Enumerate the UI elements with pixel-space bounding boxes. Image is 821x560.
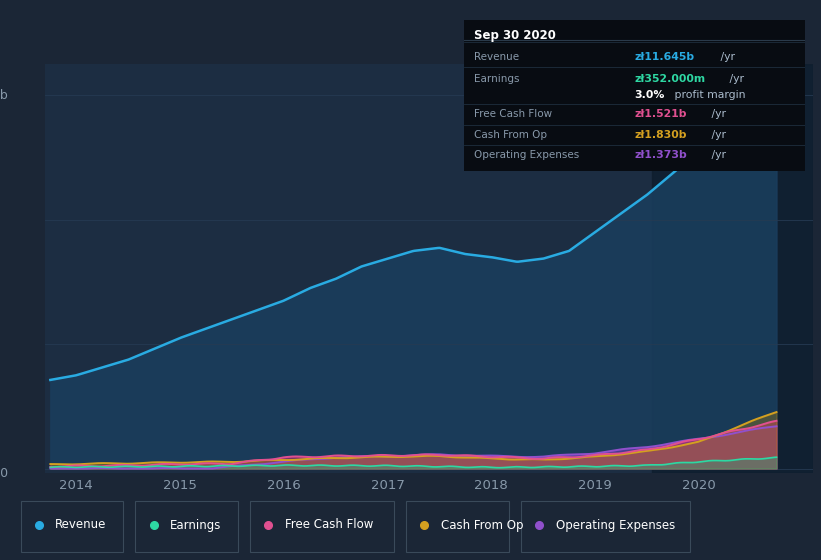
Text: Operating Expenses: Operating Expenses	[474, 150, 580, 160]
Text: /yr: /yr	[717, 52, 735, 62]
Text: zł1.521b: zł1.521b	[635, 109, 686, 119]
Text: Sep 30 2020: Sep 30 2020	[474, 30, 556, 43]
Text: zł12b: zł12b	[0, 90, 8, 102]
Text: Cash From Op: Cash From Op	[441, 519, 523, 531]
Text: zł1.373b: zł1.373b	[635, 150, 687, 160]
Text: /yr: /yr	[708, 129, 726, 139]
Text: Operating Expenses: Operating Expenses	[556, 519, 675, 531]
Text: Free Cash Flow: Free Cash Flow	[285, 519, 374, 531]
Text: Earnings: Earnings	[170, 519, 222, 531]
Text: zł352.000m: zł352.000m	[635, 74, 705, 85]
Text: Free Cash Flow: Free Cash Flow	[474, 109, 553, 119]
Text: zł11.645b: zł11.645b	[635, 52, 695, 62]
Text: /yr: /yr	[727, 74, 744, 85]
Text: 3.0%: 3.0%	[635, 90, 664, 100]
Text: /yr: /yr	[708, 109, 726, 119]
Text: zł0: zł0	[0, 466, 8, 480]
Text: Earnings: Earnings	[474, 74, 520, 85]
Text: zł1.830b: zł1.830b	[635, 129, 686, 139]
Text: Revenue: Revenue	[474, 52, 519, 62]
Bar	[652, 64, 813, 473]
Text: profit margin: profit margin	[671, 90, 745, 100]
Text: Revenue: Revenue	[55, 519, 107, 531]
Text: /yr: /yr	[708, 150, 726, 160]
Text: Cash From Op: Cash From Op	[474, 129, 547, 139]
